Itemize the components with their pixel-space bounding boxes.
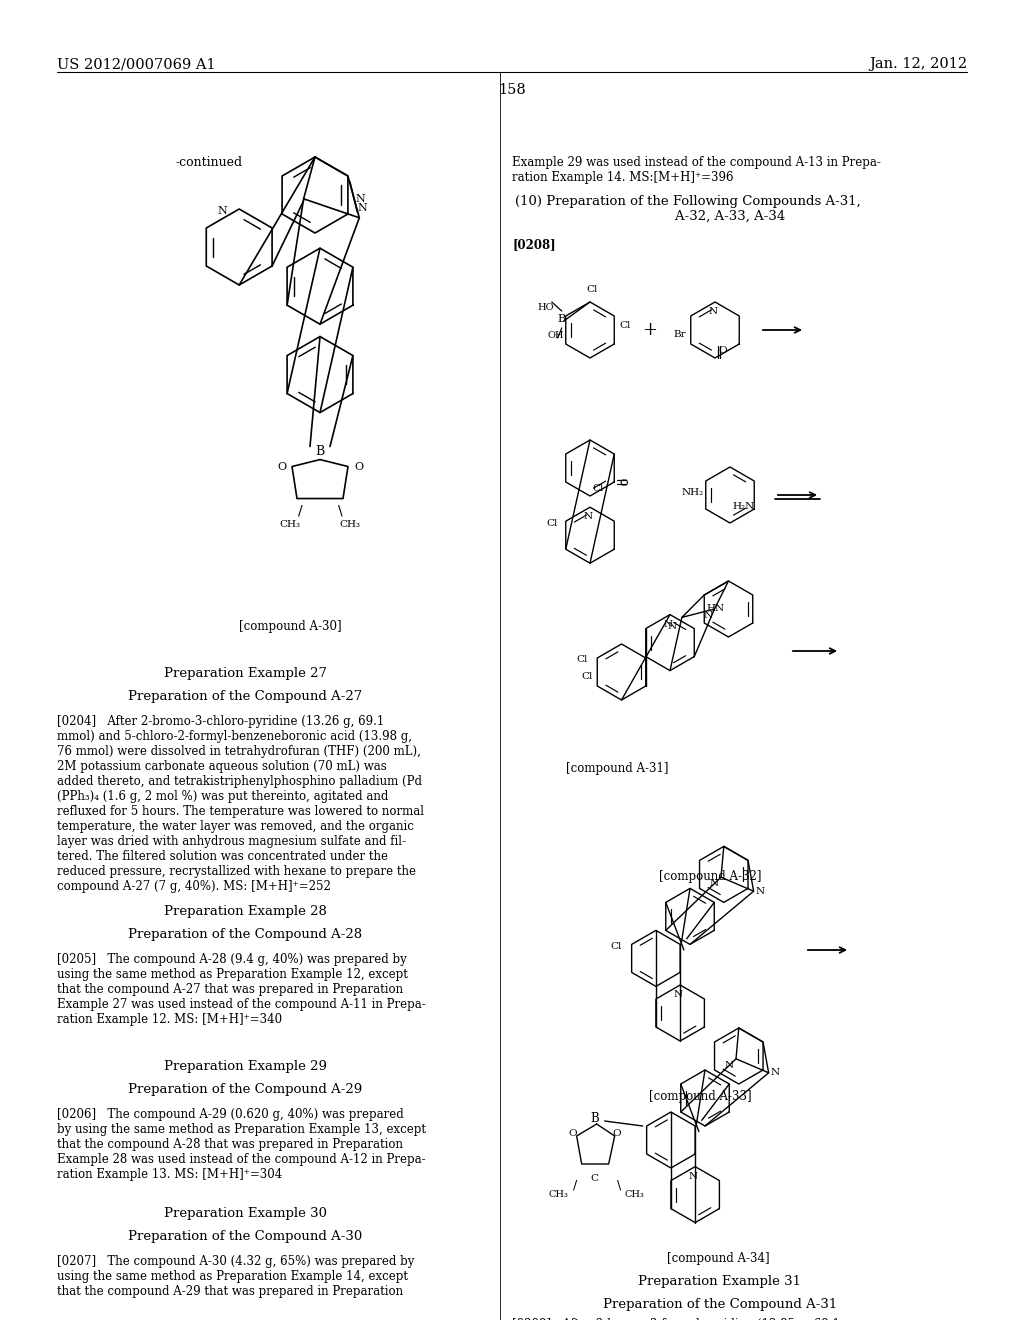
Text: Cl: Cl: [575, 656, 587, 664]
Text: Cl: Cl: [581, 672, 592, 681]
Text: Jan. 12, 2012: Jan. 12, 2012: [869, 57, 967, 71]
Text: Cl: Cl: [620, 321, 631, 330]
Text: B: B: [590, 1111, 599, 1125]
Text: [compound A-31]: [compound A-31]: [565, 762, 669, 775]
Text: [0206]   The compound A-29 (0.620 g, 40%) was prepared
by using the same method : [0206] The compound A-29 (0.620 g, 40%) …: [57, 1107, 426, 1181]
Text: N: N: [756, 887, 765, 896]
Text: N: N: [356, 194, 366, 205]
Text: Preparation of the Compound A-31: Preparation of the Compound A-31: [603, 1298, 838, 1311]
Text: [0205]   The compound A-28 (9.4 g, 40%) was prepared by
using the same method as: [0205] The compound A-28 (9.4 g, 40%) wa…: [57, 953, 426, 1026]
Text: Preparation Example 28: Preparation Example 28: [164, 906, 327, 917]
Text: N: N: [725, 1061, 734, 1069]
Text: Cl: Cl: [610, 942, 622, 950]
Text: Cl: Cl: [592, 484, 603, 492]
Text: (10) Preparation of the Following Compounds A-31,
                    A-32, A-33: (10) Preparation of the Following Compou…: [515, 195, 861, 223]
Text: Preparation Example 31: Preparation Example 31: [639, 1275, 802, 1288]
Text: N: N: [709, 308, 718, 315]
Text: [0207]   The compound A-30 (4.32 g, 65%) was prepared by
using the same method a: [0207] The compound A-30 (4.32 g, 65%) w…: [57, 1255, 415, 1298]
Text: N: N: [688, 1172, 697, 1180]
Text: O: O: [568, 1130, 577, 1138]
Text: B: B: [558, 314, 566, 323]
Text: O: O: [718, 346, 727, 355]
Text: [0204]   After 2-bromo-3-chloro-pyridine (13.26 g, 69.1
mmol) and 5-chloro-2-for: [0204] After 2-bromo-3-chloro-pyridine (…: [57, 715, 424, 894]
Text: N: N: [584, 512, 593, 521]
Text: N: N: [703, 611, 713, 620]
Text: Cl: Cl: [587, 285, 598, 294]
Text: [compound A-32]: [compound A-32]: [658, 870, 761, 883]
Text: Preparation of the Compound A-28: Preparation of the Compound A-28: [128, 928, 362, 941]
Text: N: N: [217, 206, 227, 216]
Text: O: O: [276, 462, 286, 471]
Text: NH₂: NH₂: [682, 488, 703, 498]
Text: [0208]: [0208]: [512, 238, 556, 251]
Text: N: N: [674, 990, 683, 999]
Text: 158: 158: [498, 83, 526, 96]
Text: Preparation Example 29: Preparation Example 29: [164, 1060, 327, 1073]
Text: N: N: [664, 619, 673, 628]
Text: /: /: [572, 1177, 577, 1191]
Text: Br: Br: [673, 330, 686, 339]
Text: CH₃: CH₃: [549, 1191, 568, 1199]
Text: Cl: Cl: [547, 519, 558, 528]
Text: Preparation of the Compound A-27: Preparation of the Compound A-27: [128, 690, 362, 704]
Text: HO: HO: [538, 304, 554, 313]
Text: [compound A-30]: [compound A-30]: [239, 620, 341, 634]
Text: +: +: [642, 321, 657, 339]
Text: OH: OH: [548, 331, 564, 341]
Text: -continued: -continued: [175, 156, 242, 169]
Text: HN: HN: [707, 605, 724, 612]
Text: /: /: [298, 503, 302, 517]
Text: Preparation Example 27: Preparation Example 27: [164, 667, 327, 680]
Text: [compound A-34]: [compound A-34]: [667, 1251, 769, 1265]
Text: CH₃: CH₃: [280, 520, 300, 529]
Text: N: N: [357, 203, 367, 213]
Text: [compound A-33]: [compound A-33]: [648, 1090, 752, 1104]
Text: N: N: [668, 623, 677, 631]
Text: \: \: [338, 503, 342, 517]
Text: \: \: [616, 1177, 621, 1191]
Text: [0209]   After 2-bromo-3-formyl-pyridine (12.85 g, 69.1
mmol) and 2,5-dichloro-b: [0209] After 2-bromo-3-formyl-pyridine (…: [512, 1317, 847, 1320]
Text: H₂N: H₂N: [732, 502, 755, 511]
Text: Preparation of the Compound A-30: Preparation of the Compound A-30: [128, 1230, 362, 1243]
Text: CH₃: CH₃: [340, 520, 360, 529]
Text: N: N: [710, 879, 719, 888]
Text: Example 29 was used instead of the compound A-13 in Prepa-
ration Example 14. MS: Example 29 was used instead of the compo…: [512, 156, 881, 183]
Text: O: O: [354, 462, 364, 471]
Text: N: N: [771, 1068, 779, 1077]
Text: B: B: [315, 445, 325, 458]
Text: O: O: [620, 479, 628, 488]
Text: C: C: [591, 1173, 599, 1183]
Text: Preparation of the Compound A-29: Preparation of the Compound A-29: [128, 1082, 362, 1096]
Text: O: O: [612, 1130, 621, 1138]
Text: Preparation Example 30: Preparation Example 30: [164, 1206, 327, 1220]
Text: CH₃: CH₃: [625, 1191, 644, 1199]
Text: US 2012/0007069 A1: US 2012/0007069 A1: [57, 57, 216, 71]
